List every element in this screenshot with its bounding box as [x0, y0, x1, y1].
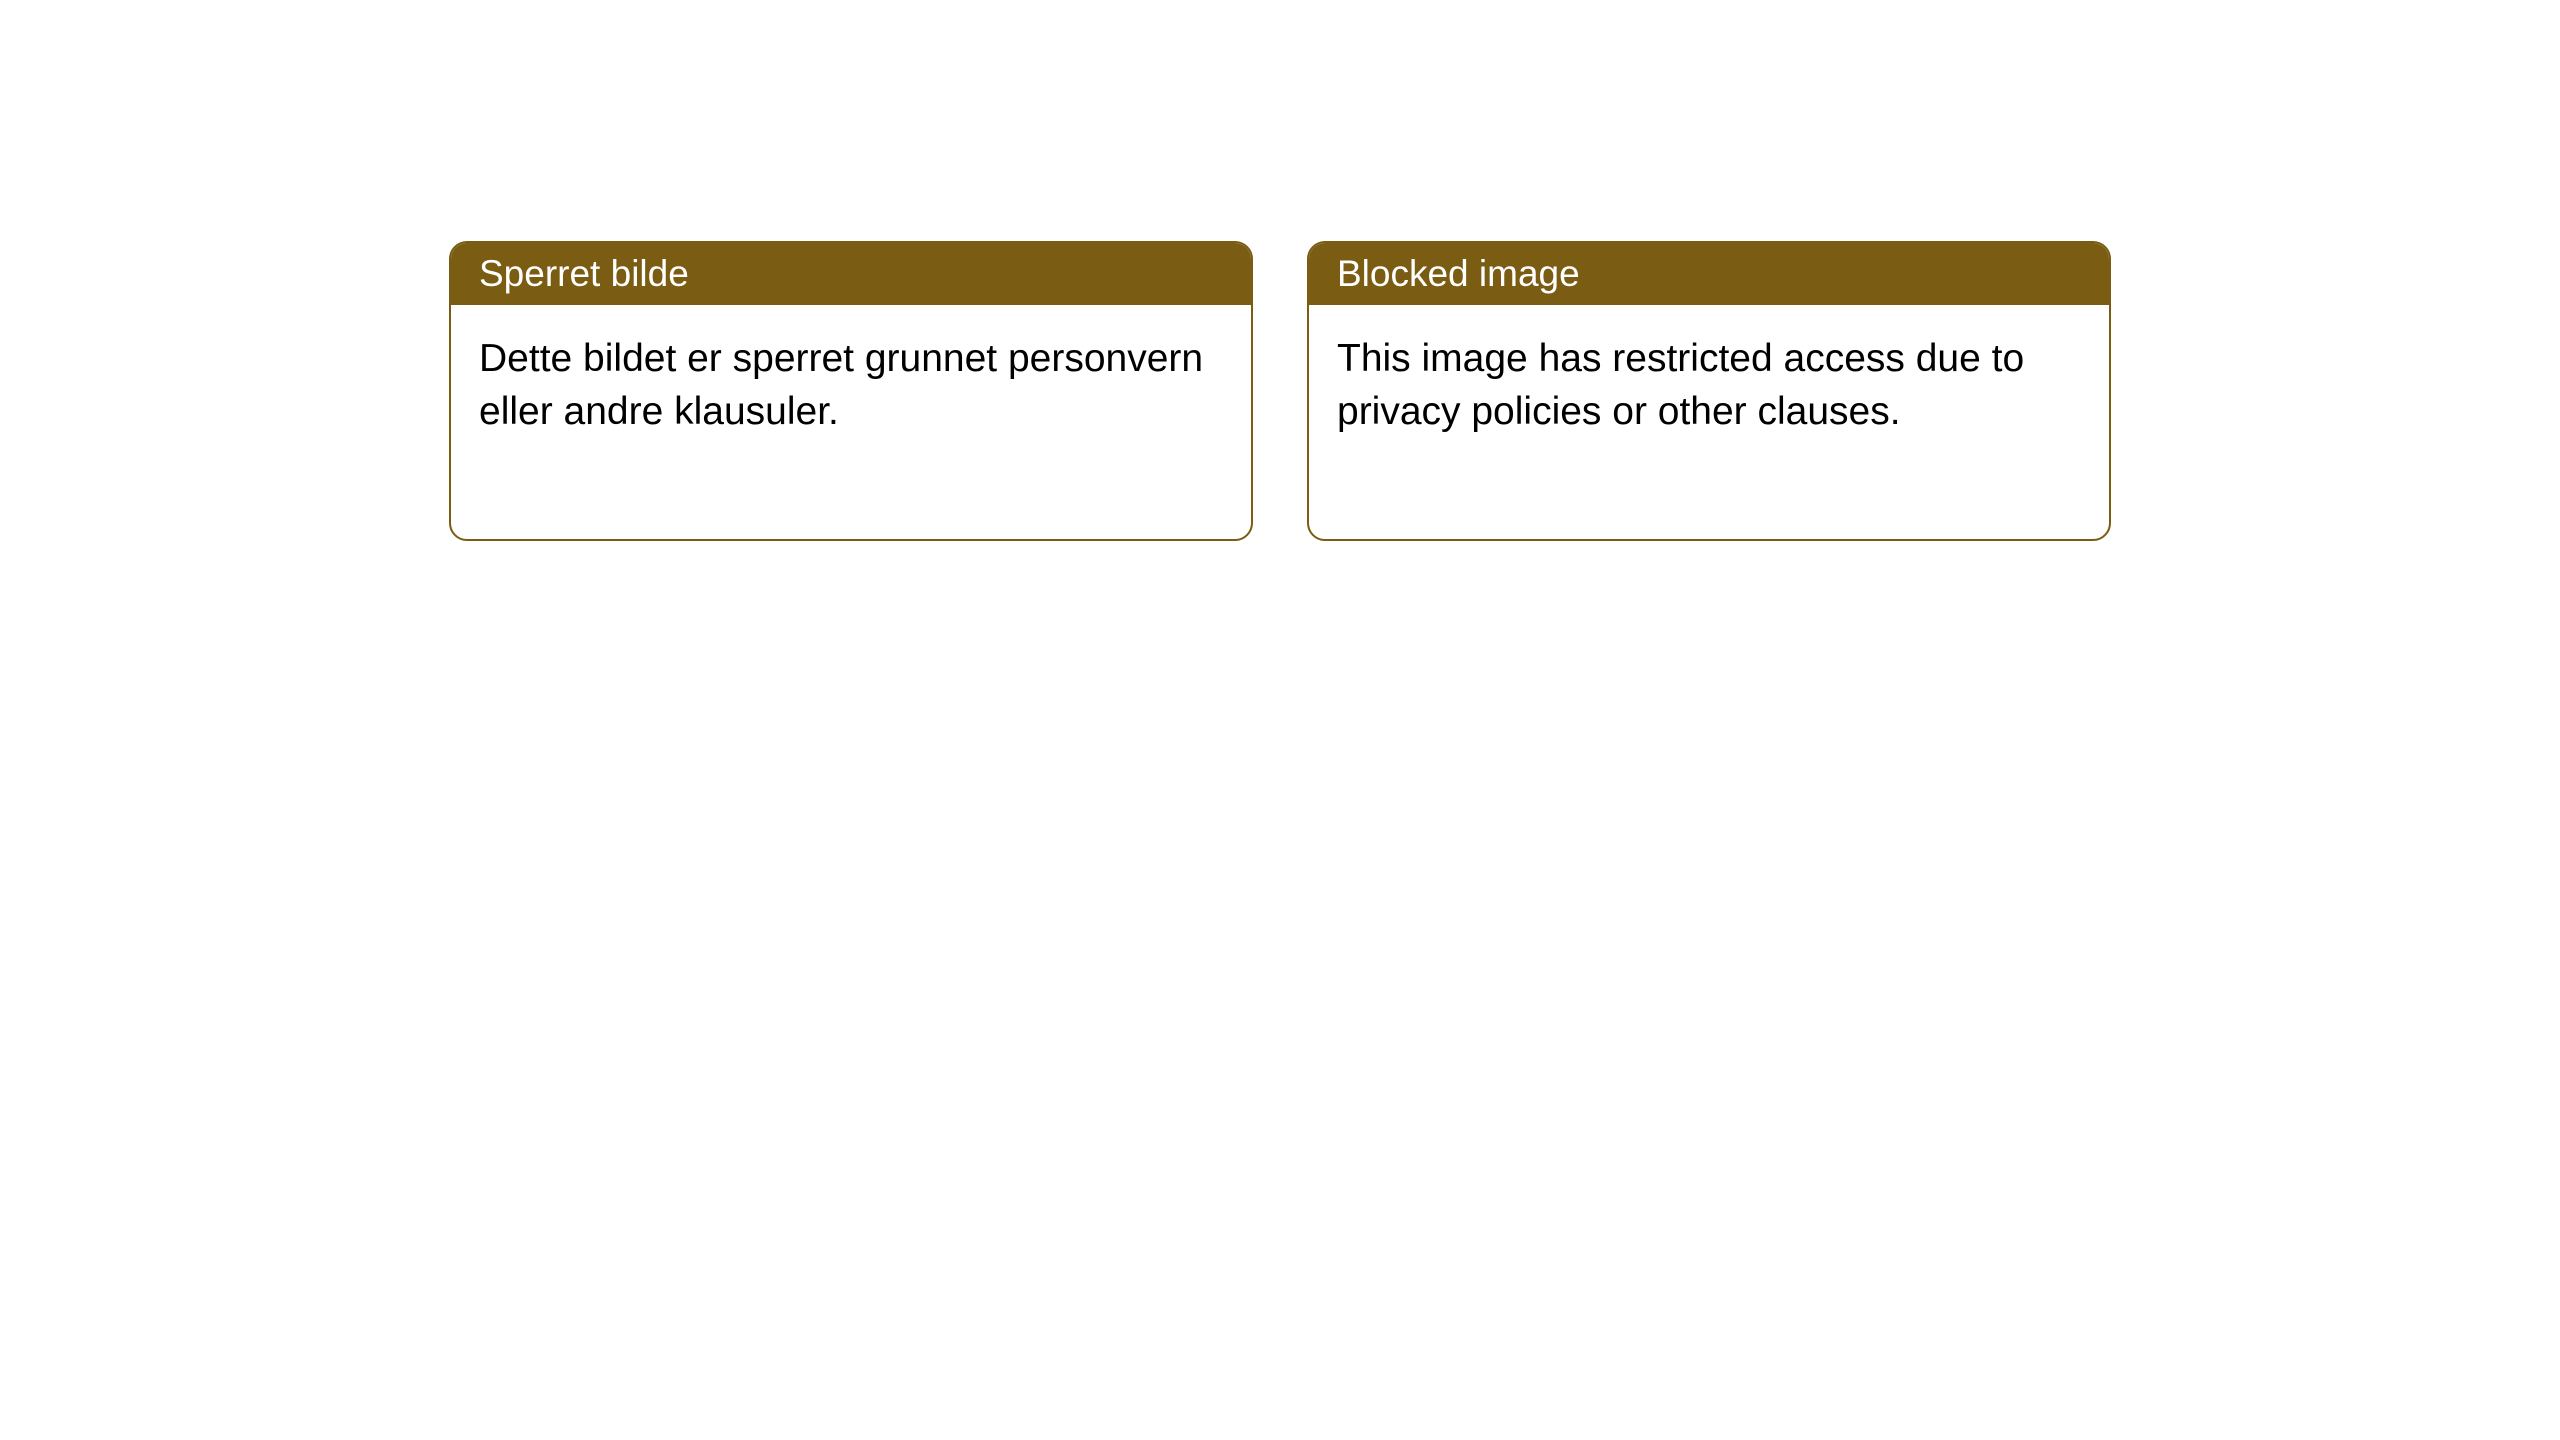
notice-card-norwegian: Sperret bilde Dette bildet er sperret gr… — [449, 241, 1253, 541]
notice-text: Dette bildet er sperret grunnet personve… — [479, 337, 1203, 433]
notice-body: Dette bildet er sperret grunnet personve… — [451, 305, 1251, 539]
notice-card-english: Blocked image This image has restricted … — [1307, 241, 2111, 541]
notice-text: This image has restricted access due to … — [1337, 337, 2024, 433]
notice-header: Blocked image — [1309, 243, 2109, 305]
notice-container: Sperret bilde Dette bildet er sperret gr… — [449, 241, 2111, 541]
notice-title: Sperret bilde — [479, 253, 689, 294]
notice-header: Sperret bilde — [451, 243, 1251, 305]
notice-title: Blocked image — [1337, 253, 1580, 294]
notice-body: This image has restricted access due to … — [1309, 305, 2109, 539]
